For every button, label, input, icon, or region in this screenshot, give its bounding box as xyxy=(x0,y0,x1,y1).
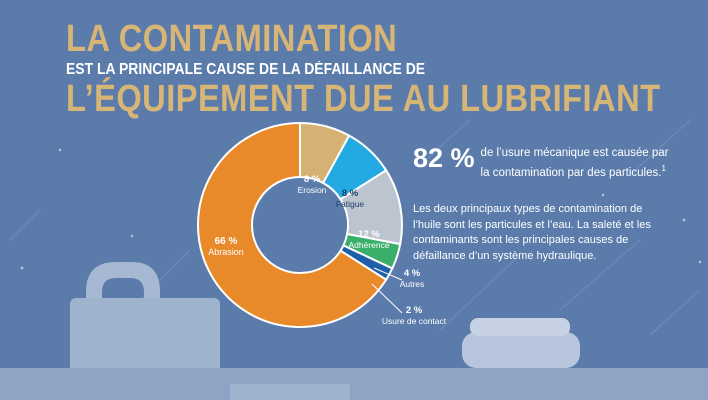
slice-value-label: 8 % xyxy=(342,188,359,199)
slice-value-label: 4 % xyxy=(404,268,421,279)
title-line-1: LA CONTAMINATION xyxy=(66,18,398,60)
slice-category-label: Abrasion xyxy=(208,247,244,257)
slice-category-label: Autres xyxy=(400,279,425,289)
stat-footnote: 1 xyxy=(661,164,666,173)
slice-value-label: 8 % xyxy=(304,174,321,185)
slice-abrasion xyxy=(197,121,388,328)
stat-line-1: de l’usure mécanique est causée par xyxy=(480,147,669,159)
leader-line-usure-de-contact xyxy=(371,283,403,314)
title-block: LA CONTAMINATION EST LA PRINCIPALE CAUSE… xyxy=(66,20,666,118)
slice-value-label: 66 % xyxy=(215,236,238,247)
stat-value: 82 % xyxy=(413,143,475,173)
slice-category-label: Adhérence xyxy=(348,240,389,250)
title-line-2: EST LA PRINCIPALE CAUSE DE LA DÉFAILLANC… xyxy=(66,61,426,78)
slice-value-label: 2 % xyxy=(406,305,423,316)
slice-value-label: 12 % xyxy=(358,229,380,240)
slice-category-label: Usure de contact xyxy=(382,316,447,326)
stat-block: 82 % de l’usure mécanique est causée par… xyxy=(413,143,703,181)
description-paragraph: Les deux principaux types de contaminati… xyxy=(413,203,651,262)
leader-line-autres xyxy=(373,267,403,281)
slice-category-label: Erosion xyxy=(298,185,327,195)
title-line-3: L’ÉQUIPEMENT DUE AU LUBRIFIANT xyxy=(66,78,661,120)
stat-line-2: la contamination par des particules. xyxy=(480,166,662,179)
slice-category-label: Fatigue xyxy=(336,199,365,209)
stat-line-2-wrap: la contamination par des particules.1 xyxy=(413,161,703,181)
